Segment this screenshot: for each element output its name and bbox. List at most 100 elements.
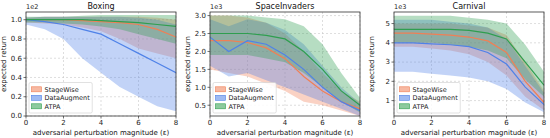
- x-axis-label: adversarial perturbation magnitude (ε): [33, 129, 170, 137]
- error-band: [26, 15, 176, 44]
- legend-box: [29, 83, 92, 114]
- legend-swatch: [216, 95, 226, 100]
- y-tick: [392, 100, 395, 101]
- y-tick-label: 3.0: [195, 12, 206, 20]
- y-multiplier: 1e3: [210, 3, 222, 11]
- y-tick-label: 0.5: [195, 102, 206, 110]
- y-axis-label: expected return: [368, 36, 376, 92]
- legend-swatch: [400, 87, 410, 92]
- x-tick-label: 8: [542, 119, 546, 127]
- x-tick-label: 6: [504, 119, 509, 127]
- series-line: [210, 37, 360, 111]
- grid: [394, 12, 544, 116]
- y-multiplier: 1e2: [26, 3, 38, 11]
- legend-swatch: [400, 95, 410, 100]
- x-tick-label: 4: [467, 119, 472, 127]
- legend-label: DataAugment: [45, 94, 91, 102]
- x-tick-label: 4: [283, 119, 288, 127]
- legend-label: StageWise: [413, 86, 447, 94]
- plot-frame: [394, 12, 544, 116]
- legend-swatch: [400, 104, 410, 109]
- y-tick-label: 1.0: [195, 84, 206, 92]
- data-group: [26, 15, 176, 111]
- panel: 1 2 3 4 5 0 2 4 6 8 Carnival 1e3 adversarial perturb…: [368, 2, 546, 137]
- series-line: [26, 20, 176, 73]
- legend-label: ATPA: [45, 103, 61, 111]
- y-tick: [392, 81, 395, 82]
- x-tick-label: 4: [99, 119, 104, 127]
- legend: StageWiseDataAugmentATPA: [397, 83, 460, 114]
- y-tick: [208, 105, 211, 106]
- y-tick: [208, 87, 211, 88]
- y-tick: [24, 58, 27, 59]
- y-tick-label: 4: [386, 39, 391, 47]
- y-tick: [24, 116, 27, 117]
- y-tick: [24, 19, 27, 20]
- y-axis-label: expected return: [184, 36, 192, 92]
- error-band: [210, 16, 360, 116]
- legend-label: DataAugment: [229, 94, 275, 102]
- series-line: [26, 20, 176, 27]
- y-tick: [392, 42, 395, 43]
- y-tick: [208, 33, 211, 34]
- y-tick: [392, 62, 395, 63]
- x-tick-label: 2: [245, 119, 249, 127]
- y-tick: [24, 77, 27, 78]
- y-tick: [208, 51, 211, 52]
- x-tick-label: 0: [24, 119, 28, 127]
- legend-box: [397, 83, 460, 114]
- y-axis-label: expected return: [0, 36, 8, 92]
- legend-label: ATPA: [229, 103, 245, 111]
- y-tick-label: 2: [386, 78, 390, 86]
- y-multiplier: 1e3: [394, 3, 406, 11]
- y-tick-label: 0.6: [11, 55, 23, 63]
- grid: [210, 12, 360, 116]
- plot-frame: [210, 12, 360, 116]
- x-axis-label: adversarial perturbation magnitude (ε): [217, 129, 354, 137]
- plot-frame: [26, 12, 176, 116]
- panel: 0.51.01.52.02.53.002468SpaceInvaders1e3a…: [184, 2, 362, 137]
- x-tick-label: 0: [208, 119, 212, 127]
- data-group: [394, 16, 544, 112]
- x-tick-label: 8: [358, 119, 362, 127]
- x-tick-label: 2: [429, 119, 433, 127]
- panel: 0.00.20.40.60.81.002468Boxing1e2adversar…: [0, 2, 178, 137]
- y-tick-label: 1.0: [11, 16, 22, 24]
- y-tick: [24, 38, 27, 39]
- x-tick-label: 0: [392, 119, 396, 127]
- legend-swatch: [216, 87, 226, 92]
- series-line: [210, 34, 360, 106]
- chart-title: Carnival: [453, 2, 486, 11]
- series-line: [394, 29, 544, 85]
- legend-label: StageWise: [229, 86, 263, 94]
- y-tick-label: 0.4: [11, 74, 23, 82]
- x-tick-label: 6: [136, 119, 141, 127]
- legend-swatch: [216, 104, 226, 109]
- data-group: [210, 16, 360, 116]
- legend-swatch: [32, 95, 42, 100]
- y-tick-label: 0.8: [11, 35, 22, 43]
- y-tick-label: 1: [386, 97, 390, 105]
- legend-label: ATPA: [413, 103, 429, 111]
- legend: StageWiseDataAugmentATPA: [29, 83, 92, 114]
- legend-box: [213, 83, 276, 114]
- y-tick-label: 3: [386, 58, 390, 66]
- legend-swatch: [32, 104, 42, 109]
- series-line: [394, 43, 544, 105]
- legend-label: DataAugment: [413, 94, 459, 102]
- y-tick: [24, 96, 27, 97]
- y-tick: [208, 69, 211, 70]
- y-tick-label: 2.0: [195, 48, 206, 56]
- chart-title: Boxing: [87, 2, 114, 11]
- x-tick-label: 2: [61, 119, 65, 127]
- y-tick: [392, 23, 395, 24]
- y-tick-label: 0.2: [11, 93, 22, 101]
- y-tick-label: 1.5: [195, 66, 206, 74]
- legend-swatch: [32, 87, 42, 92]
- legend-label: StageWise: [45, 86, 79, 94]
- chart-figure: 0.00.20.40.60.81.002468Boxing1e2adversar…: [0, 0, 550, 138]
- y-tick-label: 5: [386, 20, 390, 28]
- x-tick-label: 6: [320, 119, 325, 127]
- x-axis-label: adversarial perturbation magnitude (ε): [401, 129, 538, 137]
- grid: [26, 12, 176, 116]
